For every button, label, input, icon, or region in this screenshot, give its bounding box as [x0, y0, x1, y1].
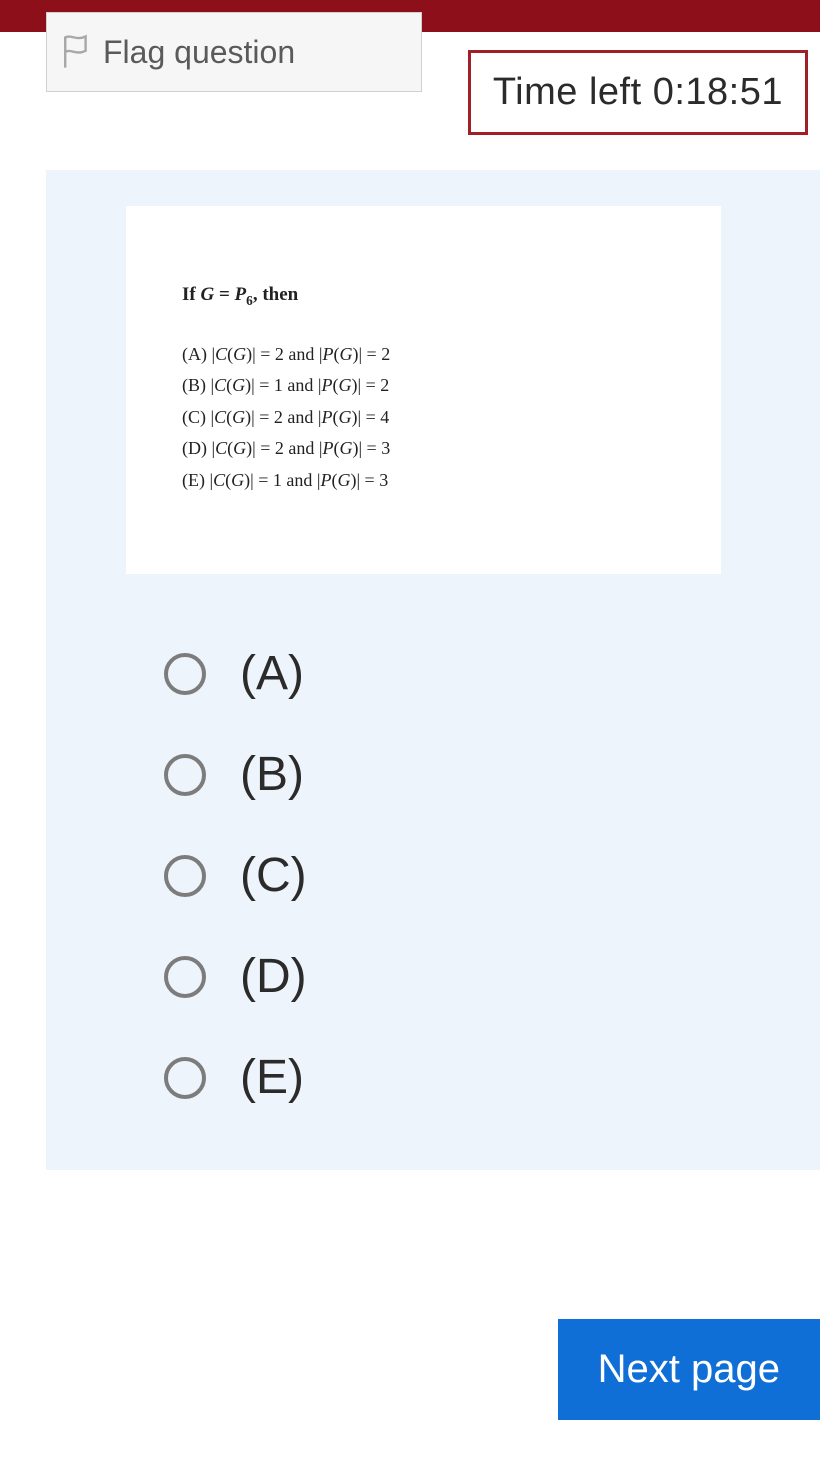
next-page-button[interactable]: Next page: [558, 1319, 820, 1420]
answer-option-d[interactable]: (D): [164, 949, 780, 1004]
answer-option-b[interactable]: (B): [164, 747, 780, 802]
answer-option-a[interactable]: (A): [164, 646, 780, 701]
question-prompt: If G = P6, then: [182, 284, 665, 309]
flag-question-label: Flag question: [103, 34, 295, 71]
answer-label: (A): [240, 646, 304, 701]
radio-icon[interactable]: [164, 855, 206, 897]
question-option-line: (C) |C(G)| = 2 and |P(G)| = 4: [182, 402, 665, 434]
flag-question-button[interactable]: Flag question: [46, 12, 422, 92]
question-option-line: (B) |C(G)| = 1 and |P(G)| = 2: [182, 370, 665, 402]
radio-icon[interactable]: [164, 754, 206, 796]
prompt-var: G: [200, 284, 214, 305]
question-panel: If G = P6, then (A) |C(G)| = 2 and |P(G)…: [46, 170, 820, 1170]
prompt-eq: =: [214, 284, 234, 305]
answer-label: (C): [240, 848, 307, 903]
timer-text: Time left 0:18:51: [493, 71, 783, 113]
next-page-label: Next page: [598, 1347, 780, 1391]
prompt-suffix: , then: [253, 284, 298, 305]
prompt-prefix: If: [182, 284, 200, 305]
answer-label: (E): [240, 1050, 304, 1105]
answer-option-c[interactable]: (C): [164, 848, 780, 903]
question-option-line: (E) |C(G)| = 1 and |P(G)| = 3: [182, 465, 665, 497]
radio-icon[interactable]: [164, 653, 206, 695]
answer-option-e[interactable]: (E): [164, 1050, 780, 1105]
radio-icon[interactable]: [164, 1057, 206, 1099]
answer-label: (D): [240, 949, 307, 1004]
timer-box: Time left 0:18:51: [468, 50, 808, 135]
question-text-block: If G = P6, then (A) |C(G)| = 2 and |P(G)…: [126, 206, 721, 574]
prompt-rhs: P: [235, 284, 247, 305]
radio-icon[interactable]: [164, 956, 206, 998]
prompt-sub: 6: [246, 293, 253, 308]
answer-label: (B): [240, 747, 304, 802]
question-option-line: (A) |C(G)| = 2 and |P(G)| = 2: [182, 339, 665, 371]
flag-icon: [61, 34, 91, 70]
answer-options: (A) (B) (C) (D) (E): [126, 646, 780, 1105]
question-option-line: (D) |C(G)| = 2 and |P(G)| = 3: [182, 433, 665, 465]
